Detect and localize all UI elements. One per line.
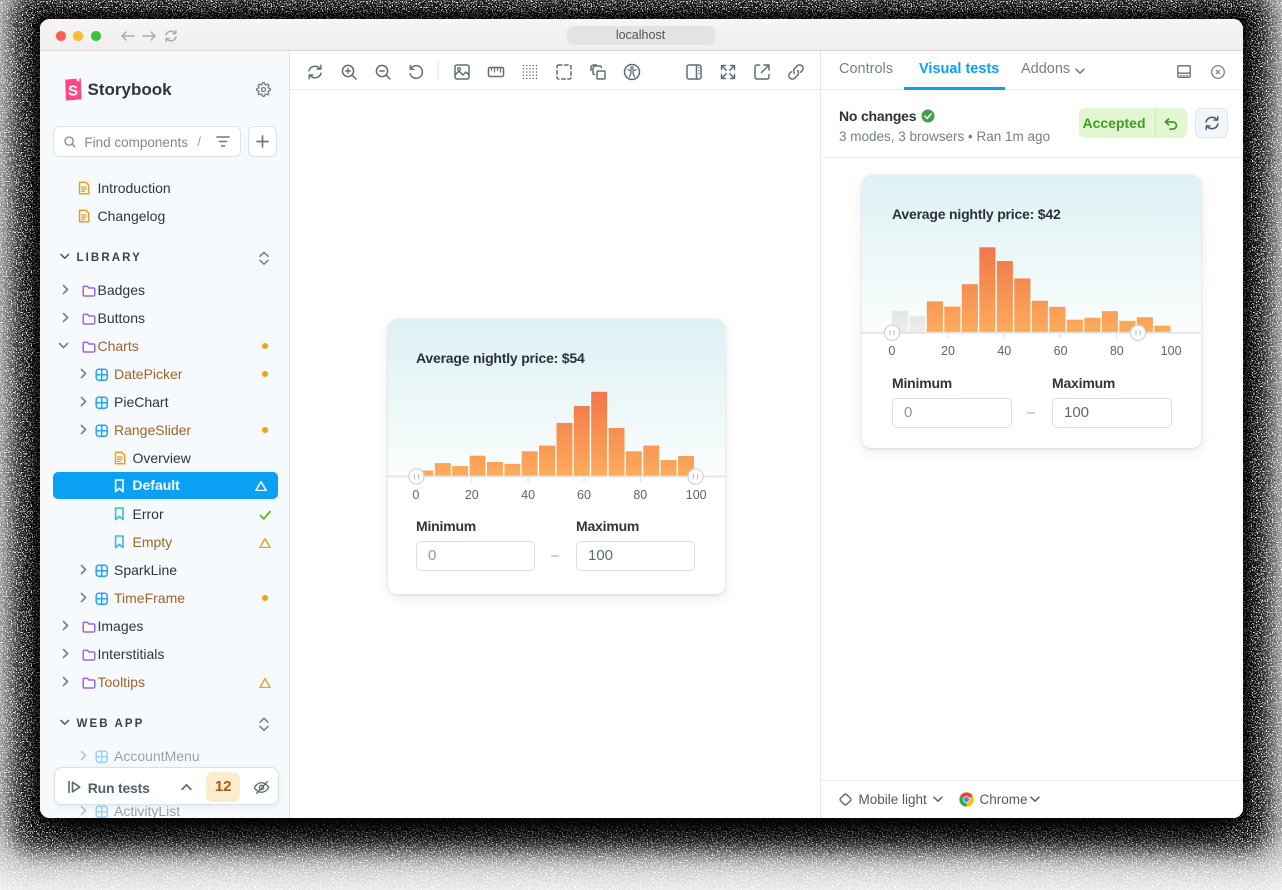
svg-text:S: S bbox=[68, 82, 78, 99]
